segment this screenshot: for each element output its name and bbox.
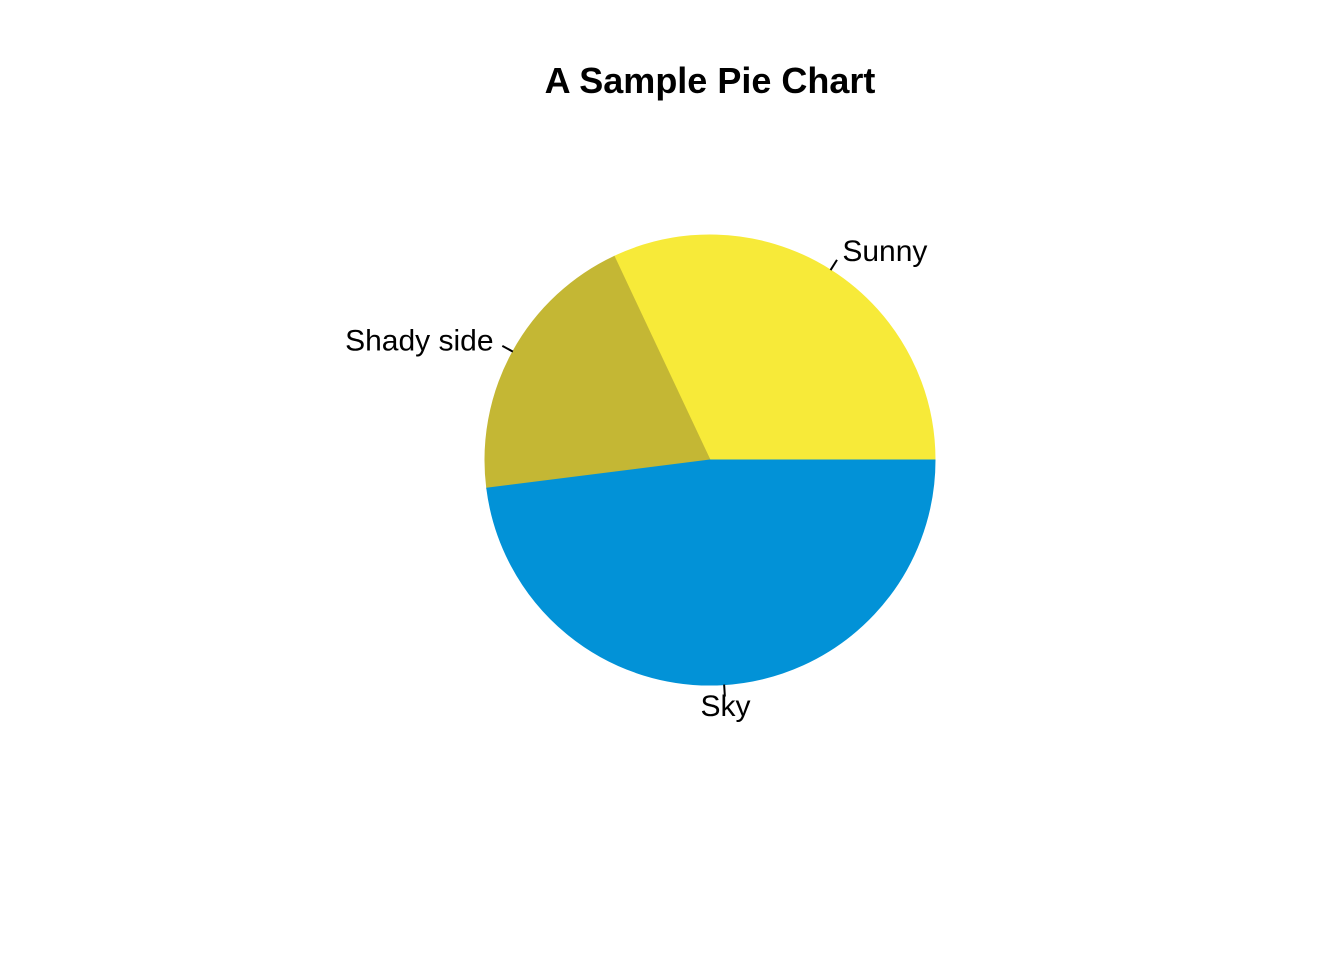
pie-slice-shady-side	[484, 255, 711, 489]
pie-slice-sky	[486, 459, 936, 686]
pie-labels: Sunny Shady side Sky	[345, 235, 927, 723]
pie-slices	[484, 234, 936, 686]
pie-leader-lines	[501, 259, 838, 697]
leader-line-shady-side	[501, 344, 514, 353]
leader-line-sky	[723, 684, 726, 697]
slice-label-sunny: Sunny	[842, 235, 927, 268]
pie-slice-sunny	[613, 234, 936, 461]
leader-line-sunny	[829, 259, 838, 271]
slice-label-shady-side: Shady side	[345, 325, 493, 358]
slice-label-sky: Sky	[701, 690, 751, 723]
chart-title: A Sample Pie Chart	[545, 60, 876, 101]
